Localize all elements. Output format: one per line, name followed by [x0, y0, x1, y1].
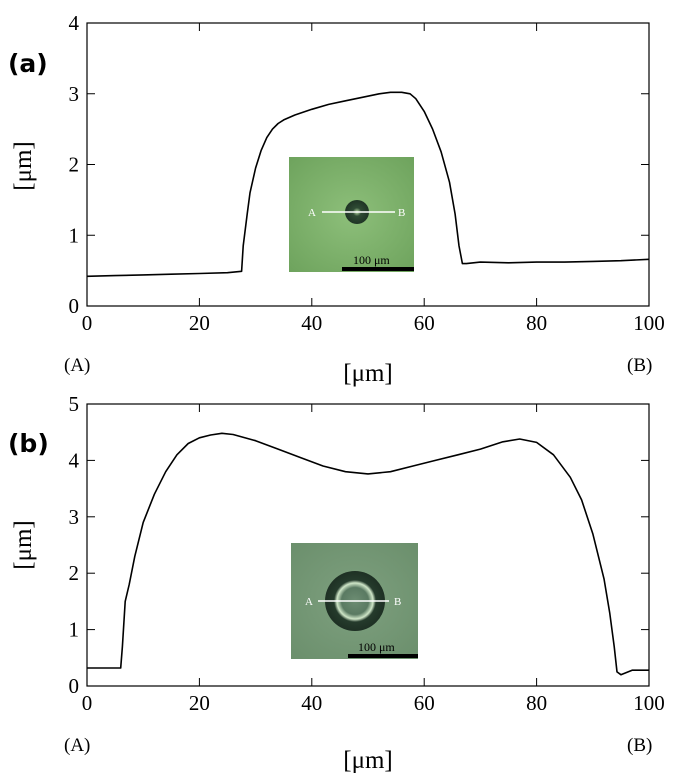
panel-a-end-label: (B)	[627, 355, 652, 376]
panel-b-inset-scale-bar	[348, 654, 418, 658]
panel-a-inset-scale-bar	[342, 267, 414, 271]
panel-b-x-tick-label-2: 40	[301, 691, 322, 715]
panel-a-ylabel: [μm]	[10, 141, 37, 191]
panel-b-ylabel: [μm]	[10, 520, 37, 570]
panel-a: (a) [μm] [μm] (A) (B) 0 20 40 60 80 100 0 1 2 3 4	[8, 11, 665, 387]
panel-a-y-tick-label-2: 2	[69, 153, 80, 177]
panel-b-y-tick-label-5: 5	[69, 392, 80, 416]
panel-b-y-tick-label-0: 0	[69, 674, 80, 698]
panel-b-series-line	[87, 432, 649, 676]
panel-a-inset-micrograph: A B 100 μm	[289, 157, 414, 272]
panel-b-x-ticks: 0 20 40 60 80 100	[82, 404, 665, 715]
panel-a-label: (a)	[8, 49, 48, 78]
panel-b-inset-label-a: A	[305, 596, 313, 608]
panel-a-x-ticks: 0 20 40 60 80 100	[82, 23, 665, 335]
panel-b-inset-scale-label: 100 μm	[358, 640, 395, 654]
panel-a-series-line	[86, 91, 650, 278]
panel-b-xlabel: [μm]	[343, 747, 393, 773]
panel-a-inset-scale-label: 100 μm	[353, 253, 390, 267]
panel-a-y-ticks: 0 1 2 3 4	[69, 11, 649, 318]
panel-a-y-tick-label-1: 1	[69, 223, 80, 247]
panel-b-label: (b)	[8, 429, 49, 458]
panel-b-y-tick-label-2: 2	[69, 561, 80, 585]
panel-b-inset-label-b: B	[394, 596, 401, 608]
panel-b-x-tick-label-1: 20	[189, 691, 210, 715]
panel-a-x-tick-label-3: 60	[414, 311, 435, 335]
panel-b: (b) [μm] [μm] (A) (B) 0 20 40 60 80 100 0 1 2 3 4…	[8, 392, 665, 773]
panel-b-plot-frame	[86, 403, 650, 687]
panel-a-inset-label-a: A	[308, 207, 316, 219]
panel-b-y-tick-label-1: 1	[69, 618, 80, 642]
panel-a-y-tick-label-3: 3	[69, 82, 80, 106]
panel-b-x-tick-label-3: 60	[414, 691, 435, 715]
panel-a-start-label: (A)	[64, 355, 90, 376]
panel-b-y-tick-label-3: 3	[69, 505, 80, 529]
panel-b-x-tick-label-4: 80	[526, 691, 547, 715]
panel-a-y-tick-label-4: 4	[69, 11, 80, 35]
panel-a-x-tick-label-1: 20	[189, 311, 210, 335]
panel-b-start-label: (A)	[64, 735, 90, 756]
panel-a-inset-label-b: B	[398, 207, 405, 219]
panel-a-x-tick-label-5: 100	[633, 311, 665, 335]
panel-a-x-tick-label-2: 40	[301, 311, 322, 335]
panel-a-xlabel: [μm]	[343, 360, 393, 387]
panel-a-x-tick-label-0: 0	[82, 311, 93, 335]
panel-b-x-tick-label-0: 0	[82, 691, 93, 715]
panel-b-y-tick-label-4: 4	[69, 448, 80, 472]
panel-a-y-tick-label-0: 0	[69, 294, 80, 318]
panel-b-x-tick-label-5: 100	[633, 691, 665, 715]
panel-a-x-tick-label-4: 80	[526, 311, 547, 335]
panel-b-inset-micrograph: A B 100 μm	[291, 543, 418, 659]
panel-b-end-label: (B)	[627, 735, 652, 756]
panel-b-y-ticks: 0 1 2 3 4 5	[69, 392, 649, 698]
